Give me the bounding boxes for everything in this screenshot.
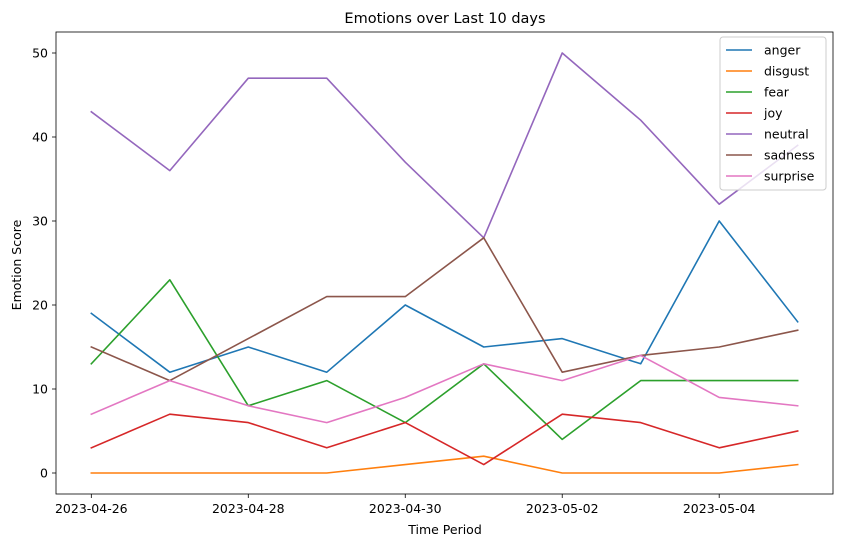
y-tick-label: 0 bbox=[40, 466, 48, 481]
x-tick-label: 2023-05-04 bbox=[683, 501, 756, 516]
x-tick-label: 2023-04-30 bbox=[369, 501, 442, 516]
y-tick-label: 40 bbox=[32, 130, 48, 145]
legend-box bbox=[719, 36, 827, 191]
plot-area-frame bbox=[55, 31, 834, 495]
legend: anger disgust fear joy neutral sadness surpris… bbox=[719, 36, 827, 191]
legend-label-disgust: disgust bbox=[764, 64, 809, 79]
x-tick-label: 2023-04-26 bbox=[55, 501, 128, 516]
y-axis-label: Emotion Score bbox=[9, 219, 24, 310]
series-layer bbox=[90, 52, 799, 474]
legend-label-joy: joy bbox=[763, 106, 783, 121]
y-ticks: 0 10 20 30 40 50 bbox=[32, 46, 56, 481]
series-line-neutral bbox=[90, 52, 799, 239]
series-line-sadness bbox=[90, 237, 799, 382]
chart-title: Emotions over Last 10 days bbox=[344, 11, 545, 27]
legend-label-neutral: neutral bbox=[764, 127, 809, 142]
legend-label-surprise: surprise bbox=[764, 169, 815, 184]
y-tick-label: 20 bbox=[32, 298, 48, 313]
series-line-surprise bbox=[90, 354, 799, 424]
series-line-fear bbox=[90, 278, 799, 441]
y-tick-label: 50 bbox=[32, 46, 48, 61]
x-tick-label: 2023-04-28 bbox=[212, 501, 285, 516]
x-axis-label: Time Period bbox=[407, 522, 482, 537]
legend-label-anger: anger bbox=[764, 43, 801, 58]
legend-label-sadness: sadness bbox=[764, 148, 815, 163]
x-ticks: 2023-04-26 2023-04-28 2023-04-30 2023-05-02… bbox=[55, 494, 756, 516]
legend-label-fear: fear bbox=[764, 85, 790, 100]
series-line-disgust bbox=[90, 455, 799, 474]
y-tick-label: 10 bbox=[32, 382, 48, 397]
y-tick-label: 30 bbox=[32, 214, 48, 229]
series-line-joy bbox=[90, 413, 799, 466]
x-tick-label: 2023-05-02 bbox=[526, 501, 599, 516]
